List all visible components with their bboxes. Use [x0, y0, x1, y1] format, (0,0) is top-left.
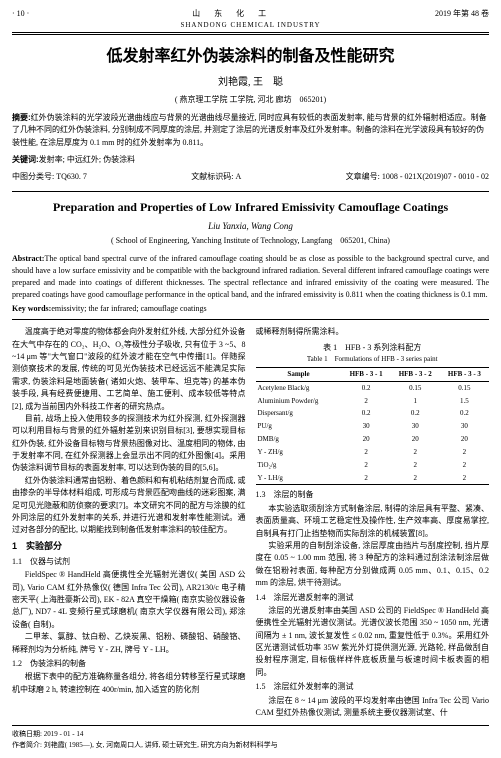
keywords-cn: 关键词:发射率; 中远红外; 伪装涂料 [12, 154, 489, 167]
keywords-en-text: emissivity; the far infrared; camouflage… [51, 304, 206, 313]
table-row: Y - ZH/g222 [256, 446, 490, 459]
th-sample: Sample [256, 367, 342, 381]
table-cell: 0.2 [342, 407, 391, 420]
keywords-en: Key words:emissivity; the far infrared; … [12, 303, 489, 315]
abstract-en-text: The optical band spectral curve of the i… [12, 254, 489, 299]
page-header: · 10 · 山 东 化 工 2019 年第 48 卷 [12, 8, 489, 20]
table-row: Acetylene Black/g0.20.150.15 [256, 381, 490, 394]
table-row: TiO₂/g222 [256, 459, 490, 472]
table-cell: 2 [342, 472, 391, 485]
table-cell: 0.2 [440, 407, 489, 420]
keywords-cn-label: 关键词: [12, 155, 39, 164]
th-hfb32: HFB - 3 - 2 [391, 367, 440, 381]
table-cell: 20 [440, 433, 489, 446]
table-cell: 1.5 [440, 395, 489, 408]
title-cn: 低发射率红外伪装涂料的制备及性能研究 [12, 45, 489, 69]
table-cell: 20 [342, 433, 391, 446]
footnote: 收稿日期: 2019 - 01 - 14 作者简介: 刘艳霞( 1985—), … [12, 725, 489, 750]
table-cell: 2 [440, 459, 489, 472]
subsection-1-4-head: 1.4 涂层光谱反射率的测试 [256, 592, 490, 604]
doc-code: 文献标识码: A [191, 171, 241, 183]
table-row: Aluminium Powder/g211.5 [256, 395, 490, 408]
table1-caption-cn: 表 1 HFB - 3 系列涂料配方 [256, 342, 490, 354]
table-cell: Acetylene Black/g [256, 381, 342, 394]
table-cell: 30 [440, 420, 489, 433]
table-cell: 2 [391, 472, 440, 485]
clc: 中图分类号: TQ630. 7 [12, 171, 87, 183]
header-center: 山 东 化 工 [192, 8, 272, 20]
table-cell: 1 [391, 395, 440, 408]
table-cell: 2 [342, 446, 391, 459]
meta-row: 中图分类号: TQ630. 7 文献标识码: A 文章编号: 1008 - 02… [12, 171, 489, 183]
authors-cn: 刘艳霞, 王 聪 [12, 75, 489, 90]
table-row: PU/g303030 [256, 420, 490, 433]
left-column: 温度高于绝对零度的物体都会向外发射红外线, 大部分红外设备在大气中存在的 CO₂… [12, 326, 246, 719]
th-hfb33: HFB - 3 - 3 [440, 367, 489, 381]
table-cell: DMB/g [256, 433, 342, 446]
table-cell: TiO₂/g [256, 459, 342, 472]
subsection-1-1-head: 1.1 仪器与试剂 [12, 556, 246, 568]
table-1: Sample HFB - 3 - 1 HFB - 3 - 2 HFB - 3 -… [256, 367, 490, 486]
p-emissivity: 涂层在 8 ~ 14 μm 波段的平均发射率由德国 Infra Tec 公司 V… [256, 695, 490, 720]
table-cell: Y - LH/g [256, 472, 342, 485]
p-coating-2: 实验采用的自制刮涂设备, 涂层厚度由挡片与刮度控制, 挡片厚度在 0.05 ~ … [256, 540, 490, 590]
table-cell: PU/g [256, 420, 342, 433]
th-hfb31: HFB - 3 - 1 [342, 367, 391, 381]
table-row: DMB/g202020 [256, 433, 490, 446]
table-cell: Aluminium Powder/g [256, 395, 342, 408]
subsection-1-3-head: 1.3 涂层的制备 [256, 489, 490, 501]
title-en: Preparation and Properties of Low Infrar… [12, 198, 489, 216]
table-cell: 0.15 [391, 381, 440, 394]
subsection-1-2-head: 1.2 伪装涂料的制备 [12, 658, 246, 670]
intro-p3: 红外伪装涂料通常由铝粉、着色颜料和有机粘结剂复合而成, 或由掺杂的半导体材料组成… [12, 475, 246, 537]
header-right: 2019 年第 48 卷 [435, 8, 489, 20]
header-left: · 10 · [12, 8, 29, 20]
p-reflectance: 涂层的光谱反射率由美国 ASD 公司的 FieldSpec ® HandHeld… [256, 605, 490, 679]
p-preparation: 根据下表中的配方准确称量各组分, 将各组分转移至行星式球磨机中球磨 2 h, 转… [12, 671, 246, 696]
abstract-cn: 摘要:红外伪装涂料的光学波段光谱曲线应与背景的光谱曲线尽量接近, 同时应具有较低… [12, 112, 489, 150]
author-bio: 作者简介: 刘艳霞( 1985—), 女, 河南周口人, 讲师, 硕士研究生, … [12, 740, 489, 751]
subsection-1-5-head: 1.5 涂层红外发射率的测试 [256, 681, 490, 693]
table-cell: 20 [391, 433, 440, 446]
table-cell: 2 [342, 459, 391, 472]
p-instruments: FieldSpec ® HandHeld 高便携性全光辐射光谱仪( 美国 ASD… [12, 569, 246, 631]
table-cell: 2 [391, 459, 440, 472]
table-cell: 2 [391, 446, 440, 459]
received-date: 收稿日期: 2019 - 01 - 14 [12, 729, 489, 740]
p-diluent: 或稀释剂制得所需涂料。 [256, 326, 490, 338]
table-cell: 2 [342, 395, 391, 408]
p-reagents: 二甲苯、氯醇、钛白粉、乙炔炭黑、铝粉、磷酸铝、硝酸铬、稀释剂均为分析纯, 牌号 … [12, 631, 246, 656]
table-row: Y - LH/g222 [256, 472, 490, 485]
table-cell: 30 [342, 420, 391, 433]
abstract-en: Abstract:The optical band spectral curve… [12, 253, 489, 301]
intro-p1: 温度高于绝对零度的物体都会向外发射红外线, 大部分红外设备在大气中存在的 CO₂… [12, 326, 246, 413]
table-header-row: Sample HFB - 3 - 1 HFB - 3 - 2 HFB - 3 -… [256, 367, 490, 381]
abstract-cn-label: 摘要: [12, 113, 31, 122]
affiliation-en: ( School of Engineering, Yanching Instit… [12, 235, 489, 247]
keywords-en-label: Key words: [12, 304, 51, 313]
section-1-head: 1 实验部分 [12, 540, 246, 554]
table-cell: 0.2 [391, 407, 440, 420]
authors-en: Liu Yanxia, Wang Cong [12, 220, 489, 234]
table1-caption-en: Table 1 Formulations of HFB - 3 series p… [256, 354, 490, 365]
abstract-en-label: Abstract: [12, 254, 44, 263]
right-column: 或稀释剂制得所需涂料。 表 1 HFB - 3 系列涂料配方 Table 1 F… [256, 326, 490, 719]
table-row: Dispersant/g0.20.20.2 [256, 407, 490, 420]
table-cell: Y - ZH/g [256, 446, 342, 459]
abstract-cn-text: 红外伪装涂料的光学波段光谱曲线应与背景的光谱曲线尽量接近, 同时应具有较低的表面… [12, 113, 487, 148]
two-column-body: 温度高于绝对零度的物体都会向外发射红外线, 大部分红外设备在大气中存在的 CO₂… [12, 326, 489, 719]
header-sub: SHANDONG CHEMICAL INDUSTRY [12, 20, 489, 31]
table-cell: 2 [440, 446, 489, 459]
table-cell: 0.15 [440, 381, 489, 394]
affiliation-cn: ( 燕京理工学院 工学院, 河北 廊坊 065201) [12, 94, 489, 106]
intro-p2: 目前, 战场上投入使用较多的探测技术为红外探测, 红外探测器可以利用目标与背景的… [12, 413, 246, 475]
p-coating-1: 本实验选取须刮涂方式制备涂层, 制得的涂层具有平整、紧凑、表面质量高、环境工艺稳… [256, 503, 490, 540]
keywords-cn-text: 发射率; 中远红外; 伪装涂料 [39, 155, 135, 164]
article-no: 文章编号: 1008 - 021X(2019)07 - 0010 - 02 [346, 171, 489, 183]
table-cell: 30 [391, 420, 440, 433]
table-cell: Dispersant/g [256, 407, 342, 420]
table-cell: 0.2 [342, 381, 391, 394]
table-cell: 2 [440, 472, 489, 485]
